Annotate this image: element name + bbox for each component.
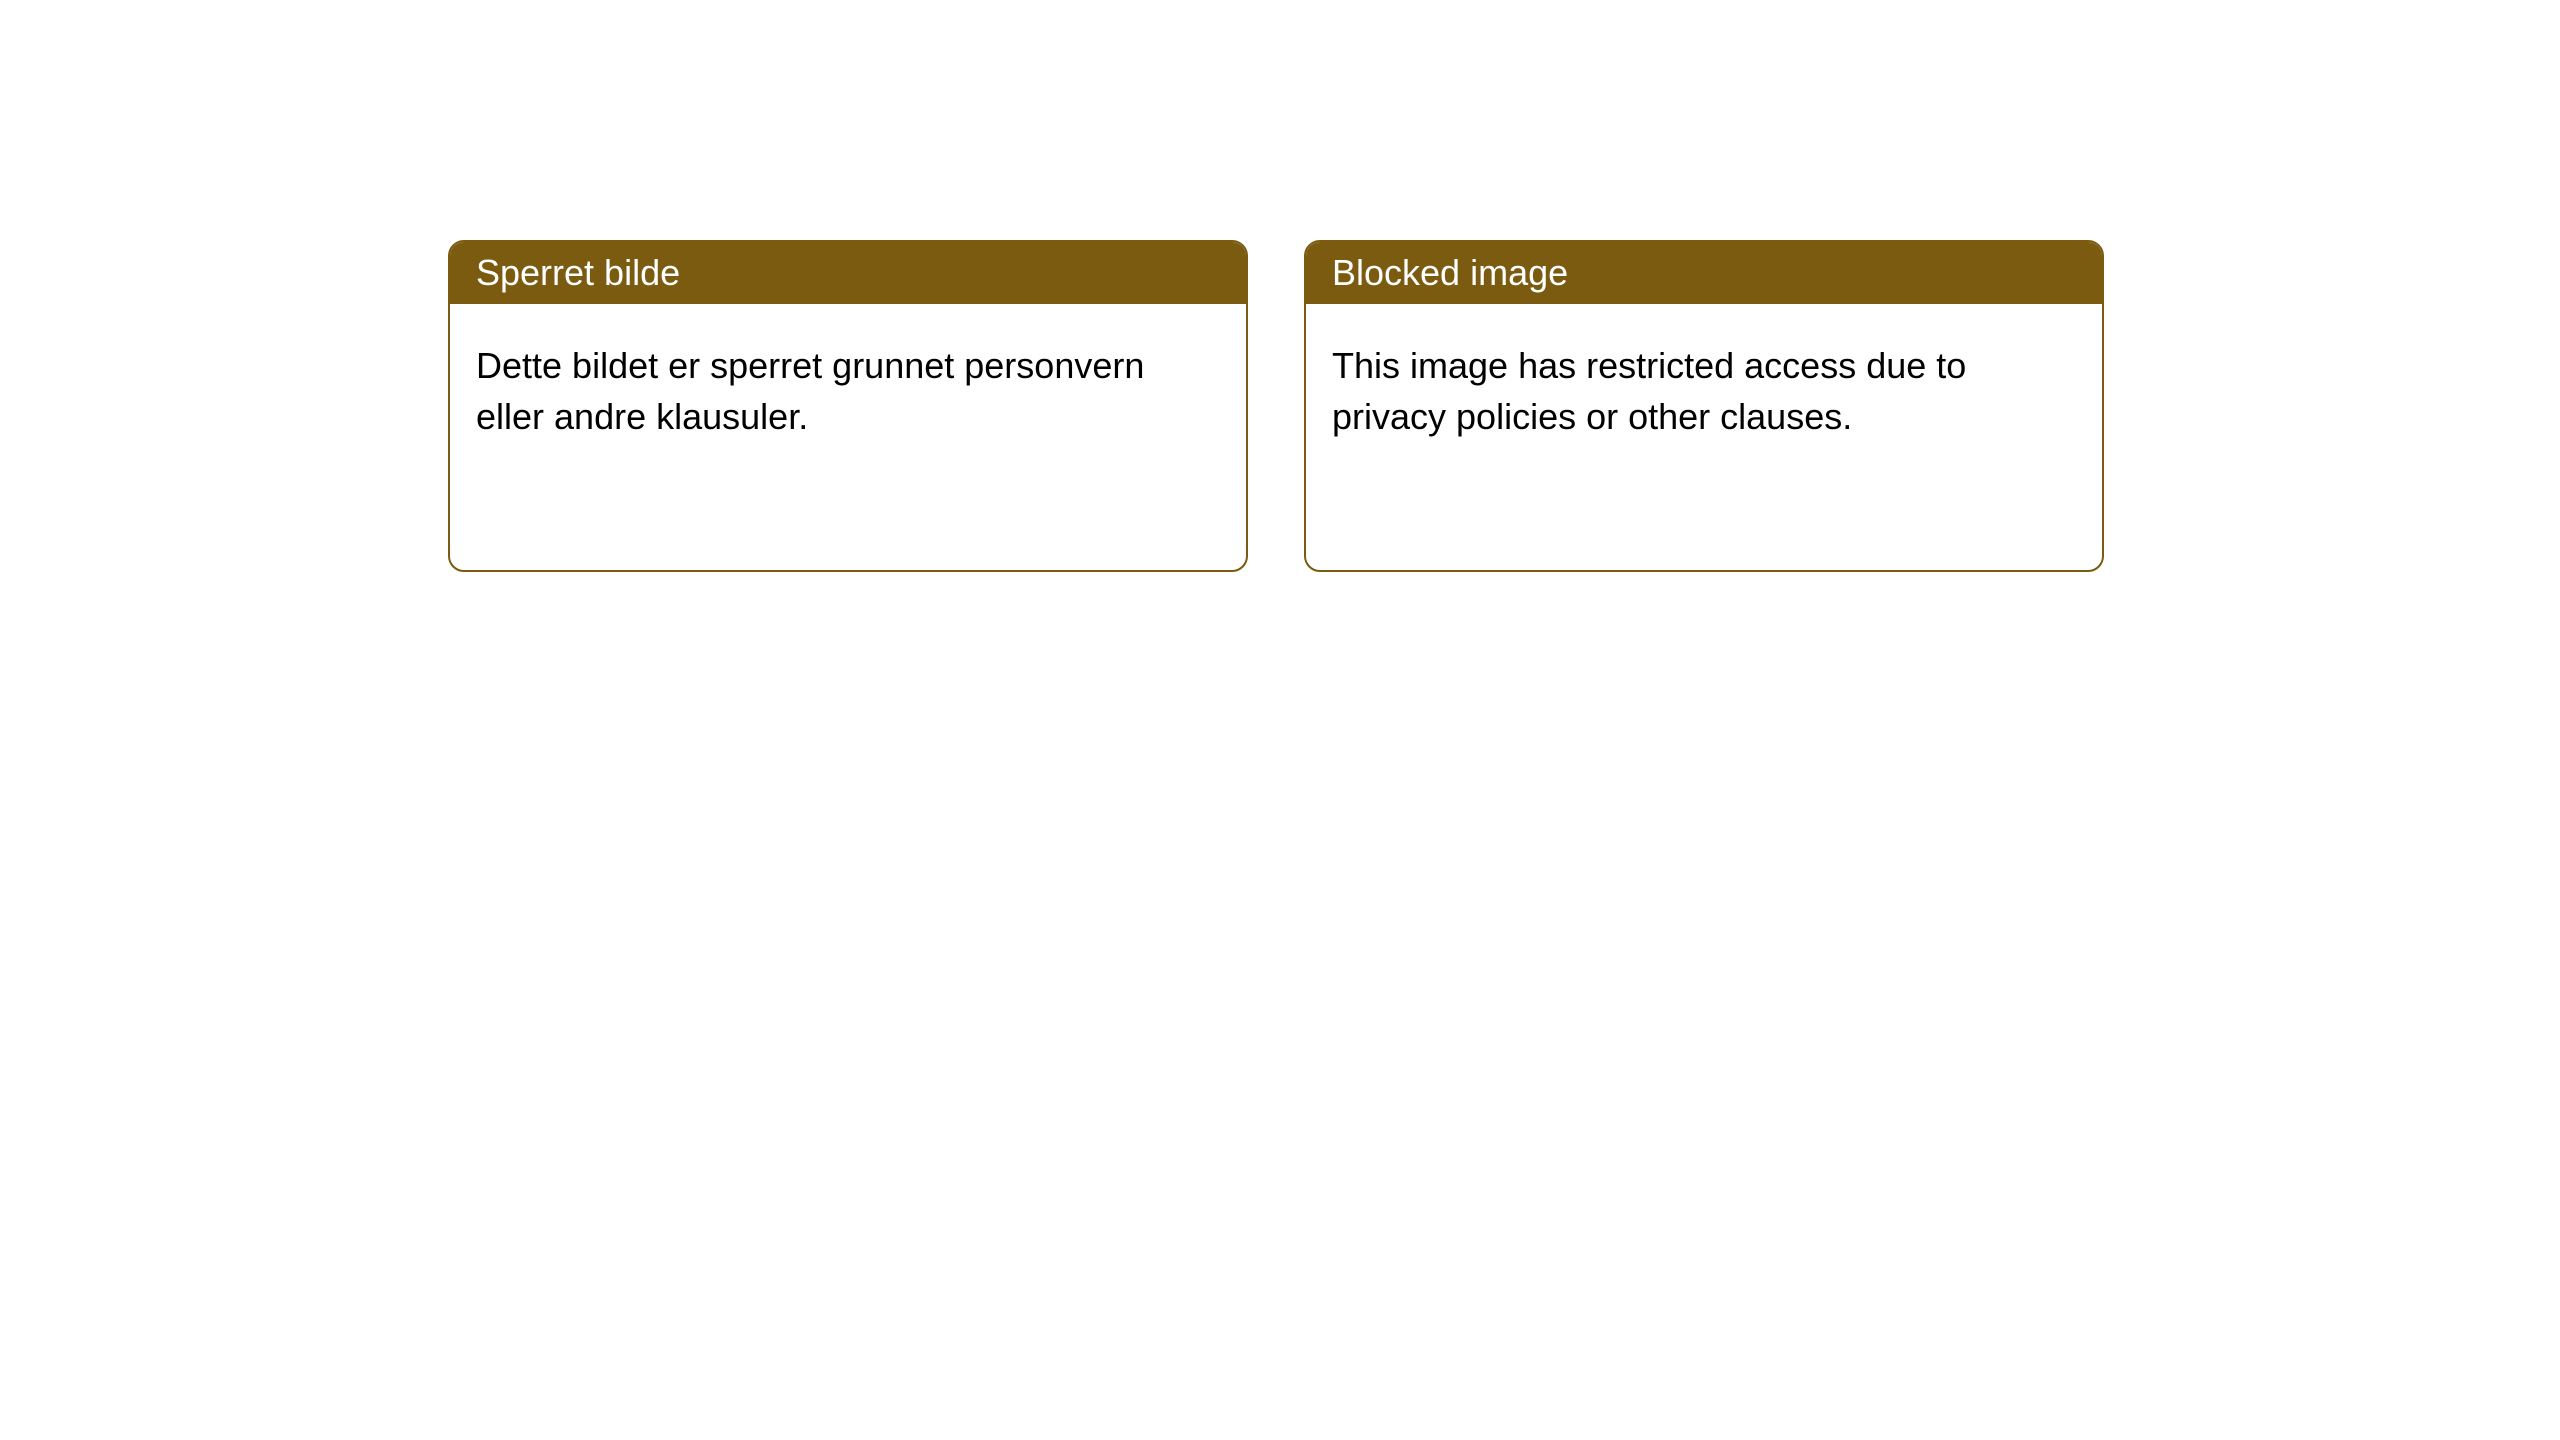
notice-card-title: Blocked image bbox=[1332, 252, 1568, 293]
notice-card-header: Sperret bilde bbox=[450, 242, 1246, 304]
notice-card-body: Dette bildet er sperret grunnet personve… bbox=[450, 304, 1246, 478]
notice-card-title: Sperret bilde bbox=[476, 252, 680, 293]
notice-card-norwegian: Sperret bilde Dette bildet er sperret gr… bbox=[448, 240, 1248, 572]
notice-card-header: Blocked image bbox=[1306, 242, 2102, 304]
notice-card-english: Blocked image This image has restricted … bbox=[1304, 240, 2104, 572]
notice-card-body: This image has restricted access due to … bbox=[1306, 304, 2102, 478]
notice-card-message: Dette bildet er sperret grunnet personve… bbox=[476, 345, 1144, 437]
notice-cards-container: Sperret bilde Dette bildet er sperret gr… bbox=[0, 0, 2560, 572]
notice-card-message: This image has restricted access due to … bbox=[1332, 345, 1966, 437]
